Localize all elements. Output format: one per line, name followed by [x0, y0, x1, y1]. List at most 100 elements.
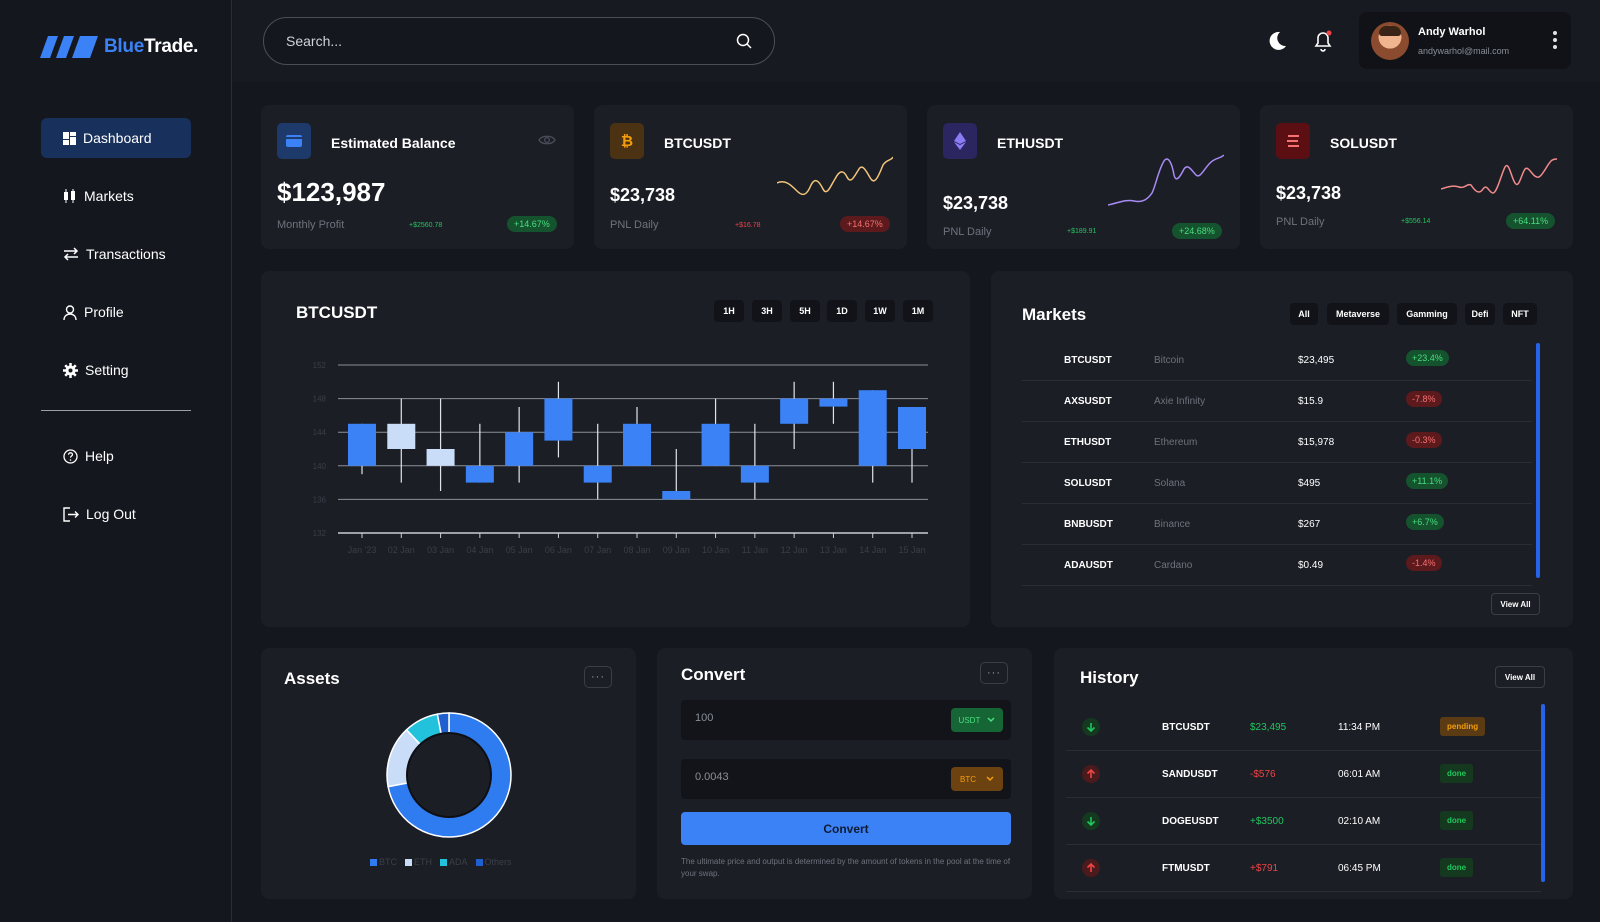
candle-body[interactable] [662, 491, 691, 500]
candle-body[interactable] [623, 423, 651, 466]
timeframe-1w[interactable]: 1W [865, 300, 895, 322]
solana-icon [1276, 123, 1310, 159]
timeframe-1d[interactable]: 1D [827, 300, 857, 322]
change-badge: +14.67% [507, 216, 557, 232]
tab-gamming[interactable]: Gamming [1397, 303, 1457, 325]
sol-sparkline [1441, 158, 1557, 194]
candle-body[interactable] [701, 423, 730, 466]
status-badge: done [1440, 858, 1474, 877]
market-row[interactable]: AXSUSDT Axie Infinity $15.9 -7.8% [1022, 382, 1532, 422]
to-amount-input[interactable] [695, 771, 895, 783]
price-value: $23,738 [943, 193, 1009, 213]
nav-item-logout[interactable]: Log Out [41, 494, 191, 534]
nav-item-profile[interactable]: Profile [41, 292, 191, 332]
market-name: Ethereum [1154, 437, 1198, 448]
market-row[interactable]: ETHUSDT Ethereum $15,978 -0.3% [1022, 423, 1532, 463]
timeframe-5h[interactable]: 5H [790, 300, 820, 322]
user-menu[interactable]: Andy Warhol andywarhol@mail.com [1359, 12, 1571, 69]
ethusdt-card: ETHUSDT $23,738 PNL Daily +$189.91 +24.6… [927, 105, 1240, 249]
market-row[interactable]: BTCUSDT Bitcoin $23,495 +23.4% [1022, 341, 1532, 381]
candle-body[interactable] [819, 398, 848, 407]
candle-body[interactable] [740, 465, 769, 483]
x-tick-label: 04 Jan [466, 545, 493, 555]
nav-label: Markets [84, 188, 134, 204]
history-view-all-button[interactable]: View All [1495, 666, 1545, 688]
candle-body[interactable] [544, 398, 573, 441]
from-currency-select[interactable]: USDT [951, 708, 1003, 732]
search-icon[interactable] [736, 33, 752, 49]
user-info: Andy Warhol andywarhol@mail.com [1418, 26, 1509, 56]
markets-title: Markets [1022, 305, 1087, 324]
nav-item-help[interactable]: Help [41, 436, 191, 476]
timeframe-1h[interactable]: 1H [714, 300, 744, 322]
tab-metaverse[interactable]: Metaverse [1327, 303, 1389, 325]
candle-body[interactable] [465, 465, 494, 483]
history-time: 06:45 PM [1338, 863, 1381, 874]
candle-body[interactable] [583, 465, 612, 483]
user-email: andywarhol@mail.com [1418, 45, 1510, 56]
history-row[interactable]: FTMUSDT +$791 06:45 PM done [1066, 846, 1541, 892]
timeframe-3h[interactable]: 3H [752, 300, 782, 322]
tab-defi[interactable]: Defi [1465, 303, 1495, 325]
x-tick-label: 13 Jan [820, 545, 847, 555]
arrow-up-icon [1086, 863, 1096, 872]
eye-icon[interactable] [538, 134, 556, 146]
assets-more-button[interactable]: ··· [584, 666, 612, 688]
history-row[interactable]: SANDUSDT -$576 06:01 AM done [1066, 752, 1541, 798]
candle-body[interactable] [780, 398, 809, 424]
candle-body[interactable] [898, 407, 926, 449]
markets-scrollbar[interactable] [1536, 343, 1540, 578]
to-currency-select[interactable]: BTC [951, 767, 1003, 791]
market-change-badge: -0.3% [1406, 432, 1442, 448]
notifications-button[interactable] [1310, 28, 1336, 54]
user-icon [63, 304, 77, 320]
price-value: $23,738 [1276, 183, 1342, 203]
markets-view-all-button[interactable]: View All [1491, 593, 1540, 615]
history-time: 11:34 PM [1338, 722, 1381, 733]
market-price: $267 [1298, 519, 1321, 530]
history-row[interactable]: BTCUSDT $23,495 11:34 PM pending [1066, 705, 1541, 751]
candle-body[interactable] [348, 423, 376, 466]
balance-value: $123,987 [277, 177, 386, 207]
candle-body[interactable] [387, 423, 416, 449]
market-change-badge: -7.8% [1406, 391, 1442, 407]
from-amount-input[interactable] [695, 712, 895, 724]
history-amount: -$576 [1250, 769, 1276, 780]
history-scrollbar[interactable] [1541, 704, 1545, 882]
search-input[interactable] [286, 33, 706, 49]
nav-item-markets[interactable]: Markets [41, 176, 191, 216]
market-row[interactable]: ADAUSDT Cardano $0.49 -1.4% [1022, 546, 1532, 586]
nav-label: Log Out [86, 506, 136, 522]
logo[interactable]: BlueTrade. [40, 34, 198, 60]
market-row[interactable]: SOLUSDT Solana $495 +11.1% [1022, 464, 1532, 504]
history-symbol: DOGEUSDT [1162, 816, 1219, 827]
convert-button[interactable]: Convert [681, 812, 1011, 845]
kebab-menu-icon[interactable] [1553, 31, 1557, 49]
tab-nft[interactable]: NFT [1503, 303, 1537, 325]
tab-all[interactable]: All [1290, 303, 1318, 325]
timeframe-1m[interactable]: 1M [903, 300, 933, 322]
nav-item-transactions[interactable]: Transactions [41, 234, 191, 274]
x-tick-label: 12 Jan [781, 545, 808, 555]
ethereum-icon [943, 123, 977, 159]
x-tick-label: 08 Jan [623, 545, 650, 555]
nav-item-setting[interactable]: Setting [41, 350, 191, 390]
market-symbol: BTCUSDT [1064, 355, 1112, 366]
convert-more-button[interactable]: ··· [980, 662, 1008, 684]
market-row[interactable]: BNBUSDT Binance $267 +6.7% [1022, 505, 1532, 545]
candlestick-chart: 132 136 140 144 148 152 Jan '23 02 Jan 03 Jan 04 … [313, 361, 928, 555]
status-badge: done [1440, 811, 1474, 830]
history-symbol: BTCUSDT [1162, 722, 1210, 733]
history-row[interactable]: DOGEUSDT +$3500 02:10 AM done [1066, 799, 1541, 845]
candle-body[interactable] [858, 390, 887, 466]
market-symbol: BNBUSDT [1064, 519, 1113, 530]
dark-mode-toggle[interactable] [1264, 28, 1290, 54]
market-symbol: AXSUSDT [1064, 396, 1112, 407]
solusdt-card: SOLUSDT $23,738 PNL Daily +$556.14 +64.1… [1260, 105, 1573, 249]
candle-body[interactable] [426, 449, 455, 466]
candle-body[interactable] [505, 432, 534, 466]
nav-item-dashboard[interactable]: Dashboard [41, 118, 191, 158]
x-tick-label: 10 Jan [702, 545, 729, 555]
assets-title: Assets [284, 669, 340, 688]
price-value: $23,738 [610, 185, 676, 205]
